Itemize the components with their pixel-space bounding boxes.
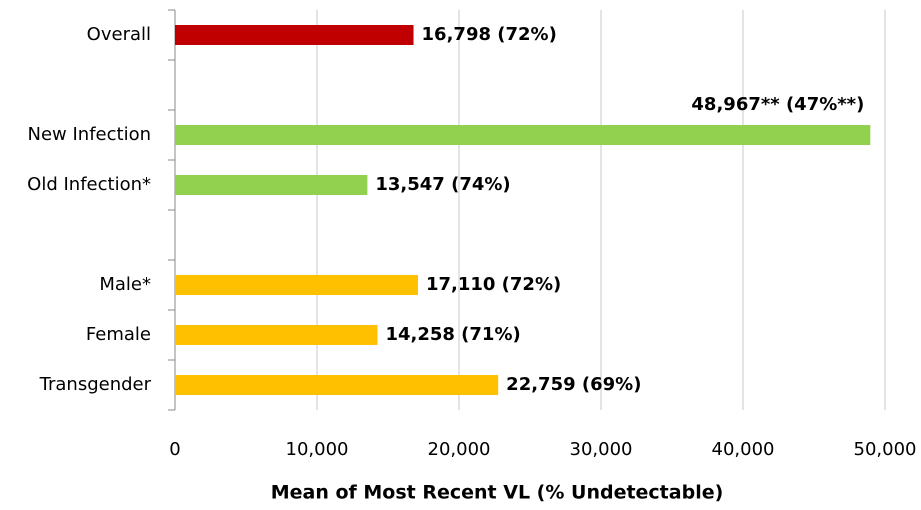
value-label: 22,759 (69%) <box>506 374 641 395</box>
y-tick-label: Male* <box>99 274 151 295</box>
y-tick-label: Old Infection* <box>27 174 151 195</box>
bar <box>175 325 378 345</box>
x-axis-title: Mean of Most Recent VL (% Undetectable) <box>271 482 724 504</box>
y-tick-label: Overall <box>87 24 151 45</box>
bar <box>175 25 414 45</box>
y-tick-label: New Infection <box>28 124 152 145</box>
bar <box>175 125 871 145</box>
x-tick-label: 40,000 <box>712 439 775 460</box>
value-label: 48,967** (47%**) <box>691 94 864 115</box>
bar <box>175 175 368 195</box>
value-label: 16,798 (72%) <box>422 24 557 45</box>
y-tick-label: Female <box>86 324 151 345</box>
x-tick-label: 20,000 <box>428 439 491 460</box>
bar <box>175 275 418 295</box>
x-tick-label: 50,000 <box>854 439 917 460</box>
value-label: 14,258 (71%) <box>385 324 520 345</box>
x-tick-label: 30,000 <box>570 439 633 460</box>
x-tick-label: 0 <box>169 439 180 460</box>
y-tick-label: Transgender <box>39 374 152 395</box>
bar <box>175 375 499 395</box>
x-tick-label: 10,000 <box>286 439 349 460</box>
value-label: 13,547 (74%) <box>375 174 510 195</box>
value-label: 17,110 (72%) <box>426 274 561 295</box>
